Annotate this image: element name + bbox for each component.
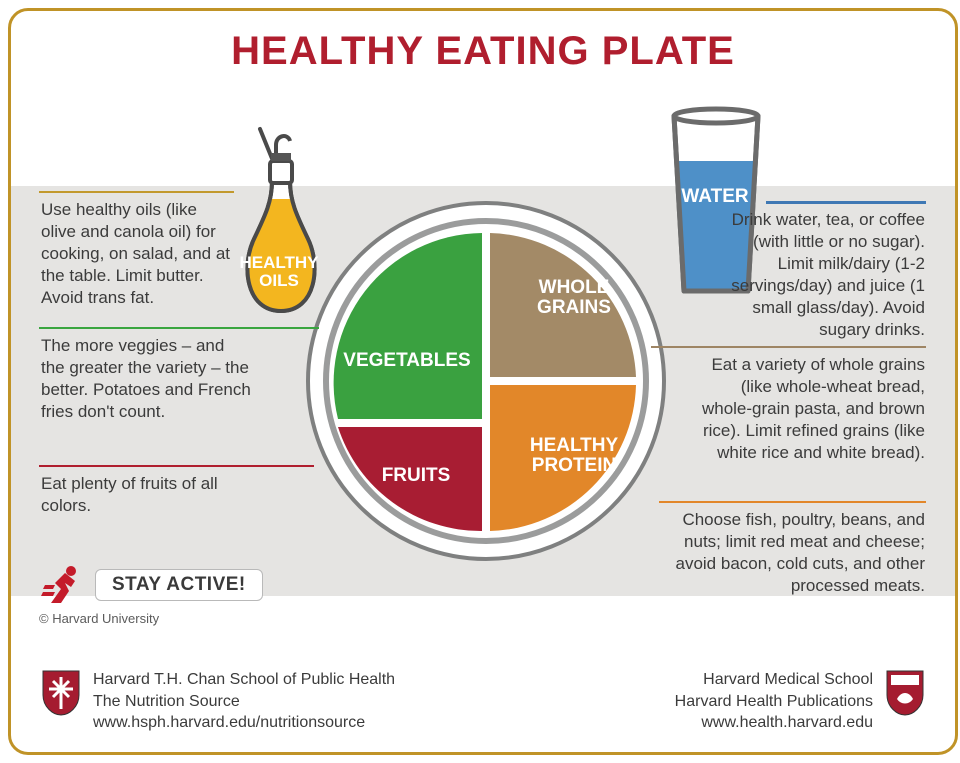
veg-rule xyxy=(39,327,319,329)
grain-rule xyxy=(651,346,926,348)
water-label: WATER xyxy=(674,186,756,208)
vegetables-plate-label: VEGETABLES xyxy=(337,351,477,371)
vegetables-text: The more veggies – and the greater the v… xyxy=(41,335,251,423)
stay-active-label: STAY ACTIVE! xyxy=(95,569,263,601)
water-rule xyxy=(766,201,926,204)
protein-rule xyxy=(659,501,926,503)
oils-text: Use healthy oils (like olive and canola … xyxy=(41,199,231,309)
footer-left-line2: The Nutrition Source xyxy=(93,691,395,713)
grains-text: Eat a variety of whole grains (like whol… xyxy=(700,354,925,464)
protein-plate-label: HEALTHY PROTEIN xyxy=(514,436,634,476)
plate-diagram xyxy=(306,201,666,561)
content-layer: HEALTHY OILS WATER VEGETABLES xyxy=(11,11,955,752)
harvard-med-shield-icon xyxy=(885,669,925,717)
stay-active-badge: STAY ACTIVE! xyxy=(41,565,263,605)
footer-right: Harvard Medical School Harvard Health Pu… xyxy=(675,669,925,734)
infographic-frame: HEALTHY EATING PLATE HEALTHY OILS xyxy=(8,8,958,755)
footer-left-line3: www.hsph.harvard.edu/nutritionsource xyxy=(93,712,395,734)
fruits-plate-label: FRUITS xyxy=(361,466,471,486)
footer-left-line1: Harvard T.H. Chan School of Public Healt… xyxy=(93,669,395,691)
fruits-text: Eat plenty of fruits of all colors. xyxy=(41,473,251,517)
copyright-text: © Harvard University xyxy=(39,611,159,626)
footer-left: Harvard T.H. Chan School of Public Healt… xyxy=(41,669,395,734)
footer: Harvard T.H. Chan School of Public Healt… xyxy=(11,669,955,734)
footer-right-line2: Harvard Health Publications xyxy=(675,691,873,713)
water-text: Drink water, tea, or coffee (with little… xyxy=(715,209,925,342)
protein-text: Choose fish, poultry, beans, and nuts; l… xyxy=(675,509,925,597)
footer-right-line1: Harvard Medical School xyxy=(675,669,873,691)
oils-rule xyxy=(39,191,234,193)
footer-right-line3: www.health.harvard.edu xyxy=(675,712,873,734)
grains-plate-label: WHOLE GRAINS xyxy=(514,278,634,318)
fruit-rule xyxy=(39,465,314,467)
runner-icon xyxy=(41,565,85,605)
harvard-chan-shield-icon xyxy=(41,669,81,717)
